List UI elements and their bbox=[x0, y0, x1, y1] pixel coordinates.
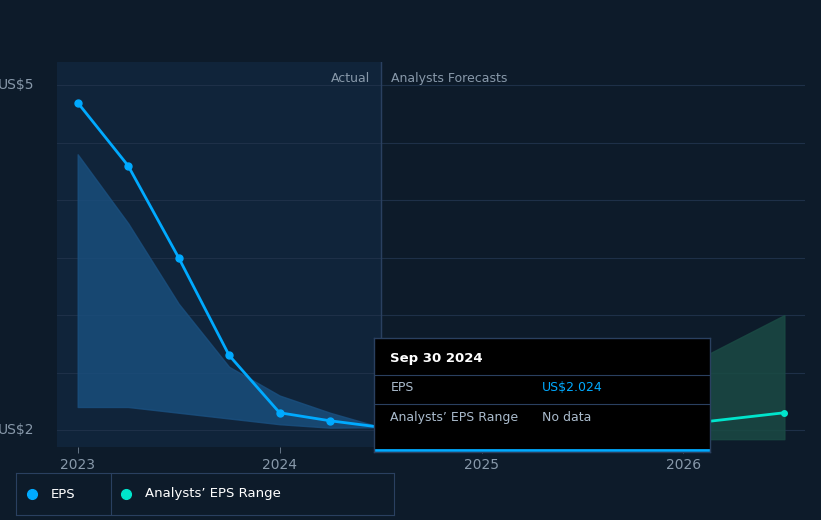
Text: US$5: US$5 bbox=[0, 79, 34, 93]
Text: US$2: US$2 bbox=[0, 423, 34, 437]
Text: Analysts’ EPS Range: Analysts’ EPS Range bbox=[391, 411, 519, 424]
Text: US$2.024: US$2.024 bbox=[542, 382, 603, 395]
Text: Actual: Actual bbox=[331, 72, 370, 85]
Text: Analysts’ EPS Range: Analysts’ EPS Range bbox=[144, 488, 281, 500]
Text: Analysts Forecasts: Analysts Forecasts bbox=[391, 72, 507, 85]
Text: EPS: EPS bbox=[391, 382, 414, 395]
Text: No data: No data bbox=[542, 411, 591, 424]
Bar bbox=[57, 62, 381, 447]
Text: EPS: EPS bbox=[50, 488, 75, 500]
Text: Sep 30 2024: Sep 30 2024 bbox=[391, 352, 483, 365]
